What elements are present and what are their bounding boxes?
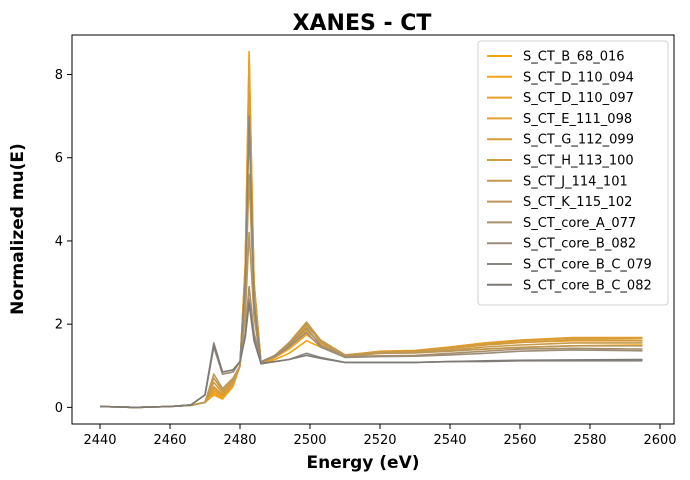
legend-label: S_CT_B_68_016	[523, 50, 625, 65]
x-tick-label: 2600	[643, 433, 676, 448]
y-axis-ticks: 0 2 4 6 8	[55, 68, 72, 416]
x-tick-label: 2540	[433, 433, 466, 448]
legend-label: S_CT_D_110_097	[523, 91, 634, 106]
legend-label: S_CT_E_111_098	[523, 112, 632, 127]
y-tick-label: 2	[55, 318, 63, 333]
y-tick-label: 0	[55, 401, 63, 416]
x-tick-label: 2460	[153, 433, 186, 448]
legend: S_CT_B_68_016 S_CT_D_110_094 S_CT_D_110_09…	[477, 40, 669, 306]
legend-label: S_CT_core_B_C_079	[523, 258, 652, 273]
legend-label: S_CT_D_110_094	[523, 70, 634, 85]
x-axis-label: Energy (eV)	[306, 453, 419, 473]
legend-label: S_CT_H_113_100	[523, 154, 634, 169]
legend-label: S_CT_core_A_077	[523, 216, 636, 231]
x-tick-label: 2520	[363, 433, 396, 448]
legend-box	[477, 40, 669, 306]
plot-frame	[71, 34, 675, 425]
legend-label: S_CT_core_B_C_082	[523, 278, 652, 293]
x-tick-label: 2480	[223, 433, 256, 448]
x-tick-label: 2500	[293, 433, 326, 448]
series-line-12	[99, 302, 643, 409]
y-tick-label: 6	[55, 151, 63, 166]
legend-label: S_CT_G_112_099	[523, 133, 634, 148]
y-tick-label: 8	[55, 68, 63, 83]
legend-items: S_CT_B_68_016 S_CT_D_110_094 S_CT_D_110_09…	[487, 50, 652, 293]
legend-label: S_CT_core_B_082	[523, 237, 636, 252]
chart-title: XANES - CT	[293, 11, 432, 36]
plot-lines	[99, 50, 643, 409]
x-tick-label: 2560	[503, 433, 536, 448]
y-tick-label: 4	[55, 234, 63, 249]
legend-label: S_CT_J_114_101	[523, 174, 628, 189]
x-axis-ticks: 2440 2460 2480 2500 2520 2540 2560 2580 2600	[83, 424, 677, 448]
legend-label: S_CT_K_115_102	[523, 195, 632, 210]
x-tick-label: 2580	[573, 433, 606, 448]
y-axis-label: Normalized mu(E)	[8, 143, 28, 315]
x-tick-label: 2440	[83, 433, 116, 448]
